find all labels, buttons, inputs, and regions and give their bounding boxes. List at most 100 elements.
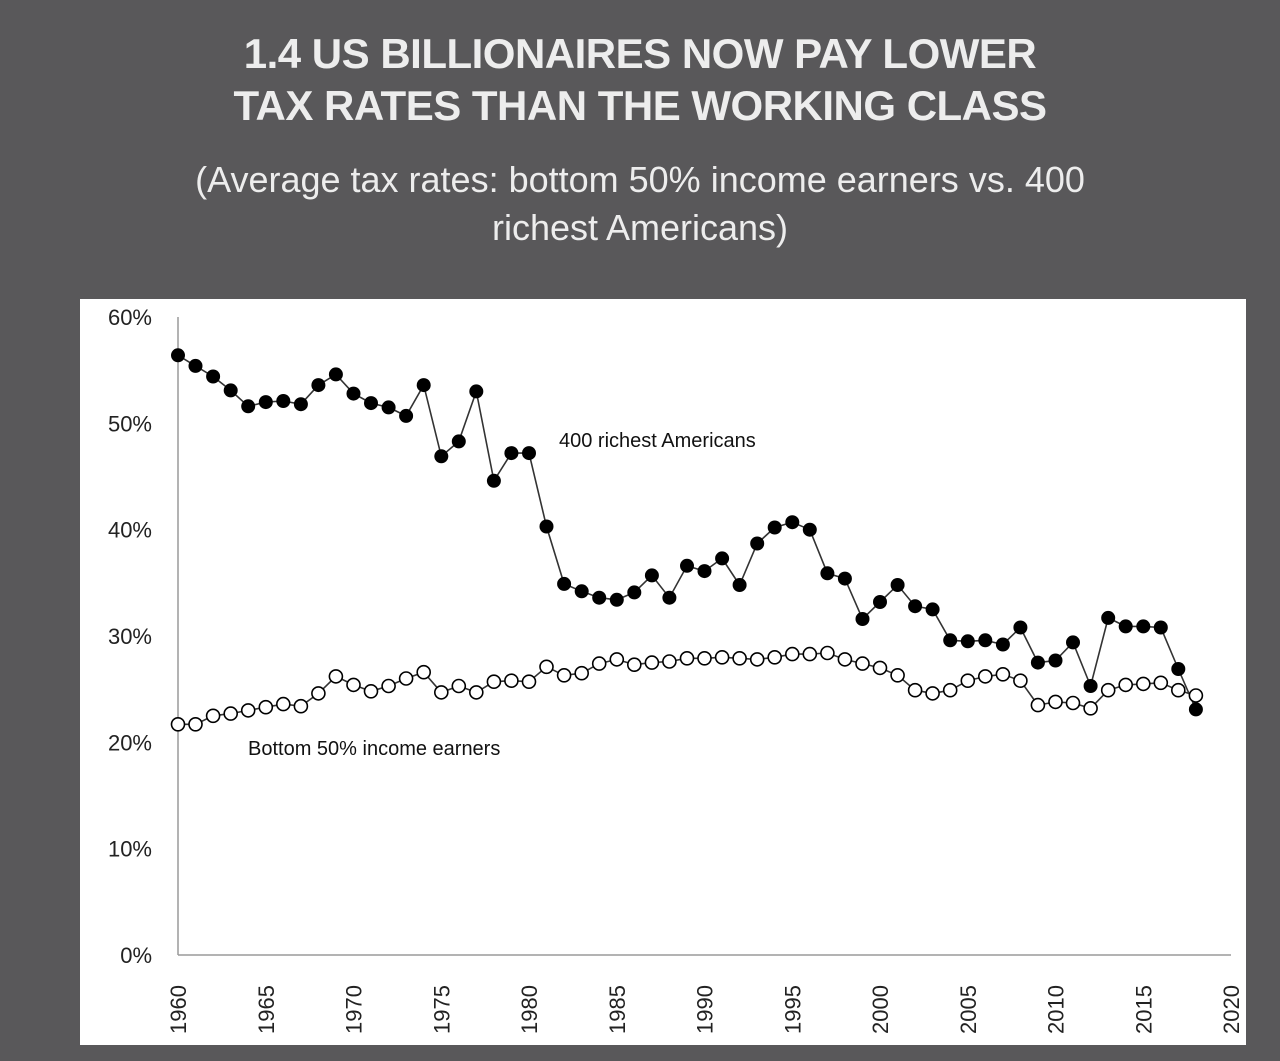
richest-point <box>1013 620 1028 635</box>
bottom50-point <box>855 656 870 671</box>
richest-point <box>732 578 747 592</box>
x-tick-label: 2005 <box>956 985 981 1034</box>
richest-point <box>1101 610 1116 625</box>
bottom50-point <box>311 686 326 701</box>
bottom50-point <box>468 685 484 700</box>
bottom50-point <box>1100 682 1116 698</box>
richest-point <box>820 566 835 581</box>
x-tick-label: 1960 <box>166 985 191 1034</box>
bottom50-point <box>942 682 958 698</box>
bottom50-point <box>872 660 888 676</box>
richest-point <box>522 446 536 461</box>
series-markers <box>170 348 1204 732</box>
richest-point <box>434 449 449 464</box>
richest-point <box>311 378 326 393</box>
bottom50-point <box>293 698 309 714</box>
bottom50-point <box>609 652 625 667</box>
richest-point <box>1153 620 1168 635</box>
bottom50-point <box>907 682 923 698</box>
x-tick-label: 1980 <box>517 985 542 1034</box>
x-tick-label: 2010 <box>1044 985 1069 1034</box>
richest-point <box>960 634 975 649</box>
richest-point <box>802 522 817 537</box>
bottom50-point <box>1065 695 1081 711</box>
bottom50-point <box>679 650 695 666</box>
y-axis-ticks: 0% 10% 20% 30% 40% 50% 60% <box>108 305 152 968</box>
bottom50-point <box>504 673 519 689</box>
bottom50-point <box>732 650 747 666</box>
richest-point <box>715 551 730 566</box>
richest-point <box>557 576 572 591</box>
annotation-bottom: Bottom 50% income earners <box>248 738 500 760</box>
richest-point <box>627 585 642 600</box>
bottom50-point <box>1048 694 1063 710</box>
richest-point <box>241 399 256 414</box>
bottom50-point <box>1136 676 1151 692</box>
bottom50-point <box>626 657 642 673</box>
bottom50-point <box>1118 677 1133 693</box>
bottom50-point <box>995 666 1011 682</box>
richest-point <box>750 536 765 551</box>
bottom50-point <box>784 646 800 662</box>
richest-point <box>978 633 993 648</box>
bottom50-point <box>837 652 853 667</box>
bottom50-point <box>328 669 344 684</box>
bottom50-point <box>381 678 396 694</box>
bottom50-point <box>258 699 274 715</box>
bottom50-point <box>890 667 905 683</box>
bottom50-point <box>363 683 379 699</box>
richest-point <box>680 558 694 573</box>
bottom50-point <box>977 669 993 684</box>
bottom50-point <box>1030 697 1046 713</box>
axes <box>177 317 1231 956</box>
richest-point <box>258 395 273 410</box>
x-tick-label: 1995 <box>780 985 805 1034</box>
richest-point <box>609 592 624 607</box>
bottom50-point <box>346 677 361 693</box>
x-tick-label: 1985 <box>605 985 630 1034</box>
bottom50-point <box>486 674 502 690</box>
bottom50-point <box>205 708 221 724</box>
bottom50-point <box>802 646 818 662</box>
richest-point <box>855 612 870 626</box>
bottom50-point <box>925 686 940 701</box>
richest-point <box>188 358 203 373</box>
richest-point <box>873 595 887 609</box>
x-tick-label: 2020 <box>1219 985 1244 1034</box>
richest-point <box>399 408 414 423</box>
bottom50-point <box>644 655 660 670</box>
x-tick-label: 1970 <box>342 985 367 1034</box>
richest-point <box>943 633 958 648</box>
richest-point <box>785 515 800 530</box>
chart-panel: 0% 10% 20% 30% 40% 50% 60% 1960 1965 1970 1975 198… <box>80 299 1246 1045</box>
bottom50-point <box>188 716 203 732</box>
x-tick-label: 1965 <box>254 985 279 1034</box>
richest-point <box>539 519 554 534</box>
bottom50-point <box>170 716 186 732</box>
richest-point <box>364 396 378 411</box>
richest-point <box>486 473 501 488</box>
richest-point <box>451 434 466 449</box>
bottom50-point <box>223 706 238 721</box>
bottom50-point <box>1188 688 1204 703</box>
y-tick-label: 40% <box>108 518 152 543</box>
bottom50-point <box>1083 700 1098 716</box>
bottom50-point <box>521 674 537 690</box>
richest-point <box>1066 635 1080 650</box>
richest-point <box>644 568 659 583</box>
bottom50-point <box>556 667 572 683</box>
richest-point <box>767 520 782 535</box>
richest-point <box>1030 655 1045 670</box>
richest-point <box>890 578 905 592</box>
bottom50-point <box>240 703 256 718</box>
richest-point <box>995 637 1010 652</box>
bottom50-point <box>662 654 677 669</box>
bottom50-point <box>1171 682 1186 698</box>
bottom50-point <box>820 645 835 661</box>
richest-point <box>206 369 221 384</box>
bottom50-point <box>1153 675 1169 691</box>
bottom50-point <box>433 685 449 700</box>
richest-point <box>697 564 712 579</box>
richest-point <box>925 602 940 617</box>
richest-point <box>908 599 923 614</box>
